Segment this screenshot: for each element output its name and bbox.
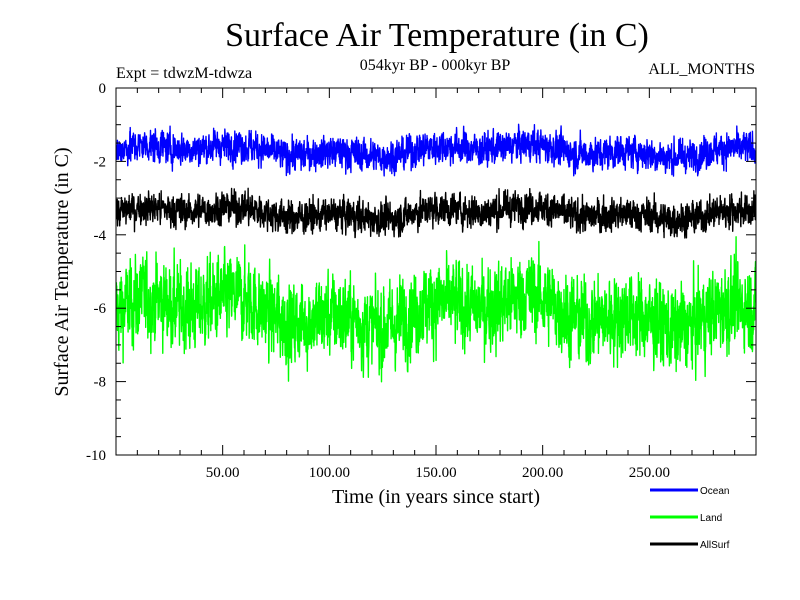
x-tick-label: 50.00 — [206, 465, 240, 481]
y-tick-label: -6 — [94, 301, 107, 317]
series-line-land — [116, 236, 756, 383]
y-tick-label: -2 — [94, 154, 107, 170]
legend-label-ocean: Ocean — [700, 486, 729, 497]
x-tick-label: 200.00 — [522, 465, 563, 481]
x-tick-label: 100.00 — [309, 465, 350, 481]
y-tick-label: 0 — [99, 81, 107, 97]
series-line-ocean — [116, 123, 756, 177]
series-group — [116, 123, 756, 383]
x-tick-label: 150.00 — [415, 465, 456, 481]
months-label: ALL_MONTHS — [648, 61, 755, 78]
plot-area: 50.00 100.00 150.00 200.00 250.00 0 -2 -4 -6 -8 -1… — [86, 81, 757, 481]
chart-title: Surface Air Temperature (in C) — [225, 17, 649, 54]
time-range-label: 054kyr BP - 000kyr BP — [360, 57, 511, 74]
axis-ticks: 50.00 100.00 150.00 200.00 250.00 0 -2 -4 -6 -8 -1… — [86, 81, 756, 481]
y-axis-label: Surface Air Temperature (in C) — [51, 147, 73, 396]
series-line-allsurf — [116, 187, 756, 239]
experiment-label: Expt = tdwzM-tdwza — [116, 65, 252, 82]
legend-label-land: Land — [700, 513, 722, 524]
y-tick-label: -8 — [94, 375, 107, 391]
y-tick-label: -4 — [94, 228, 107, 244]
legend-label-allsurf: AllSurf — [700, 540, 730, 551]
x-axis-label: Time (in years since start) — [332, 486, 540, 508]
x-tick-label: 250.00 — [629, 465, 670, 481]
legend: Ocean Land AllSurf — [650, 486, 730, 551]
y-tick-label: -10 — [86, 448, 106, 464]
